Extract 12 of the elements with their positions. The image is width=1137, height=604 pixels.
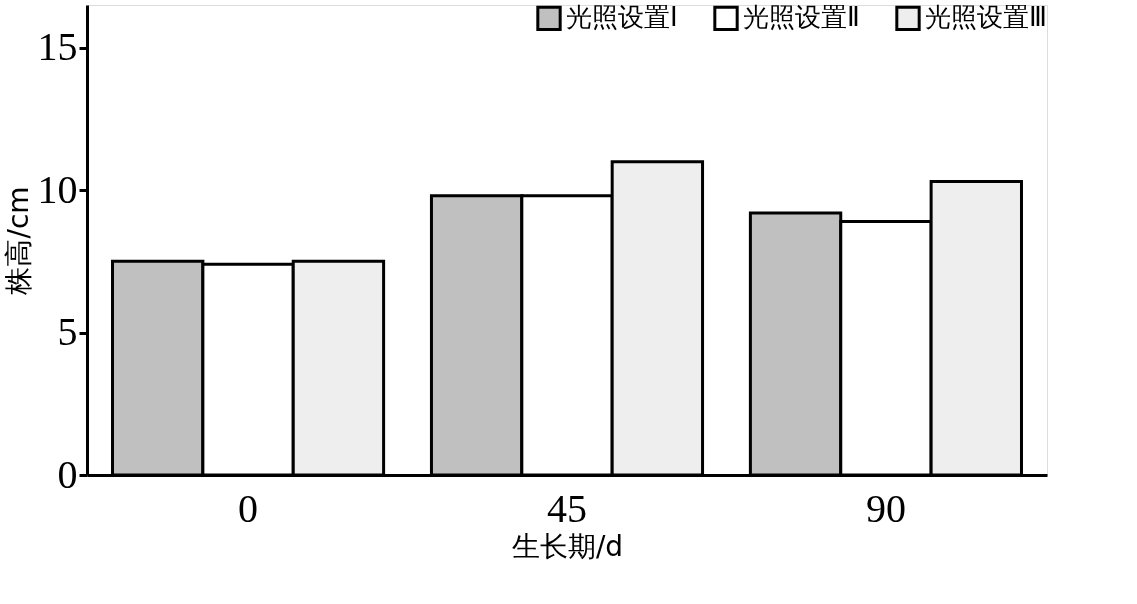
x-tick-label: 45 (547, 485, 587, 531)
y-tick-label: 5 (57, 309, 78, 355)
legend-label: 光照设置Ⅱ (743, 2, 860, 33)
x-axis-title: 生长期/d (511, 529, 624, 563)
y-axis-title: 株高/cm (1, 186, 35, 296)
y-tick-label: 15 (37, 24, 78, 70)
x-tick-label: 0 (238, 485, 259, 531)
legend-label: 光照设置Ⅰ (566, 2, 678, 33)
x-tick-label: 90 (865, 485, 906, 531)
y-tick-label: 10 (37, 166, 78, 212)
legend-label: 光照设置Ⅲ (925, 2, 1047, 33)
y-tick-label: 0 (57, 451, 78, 497)
